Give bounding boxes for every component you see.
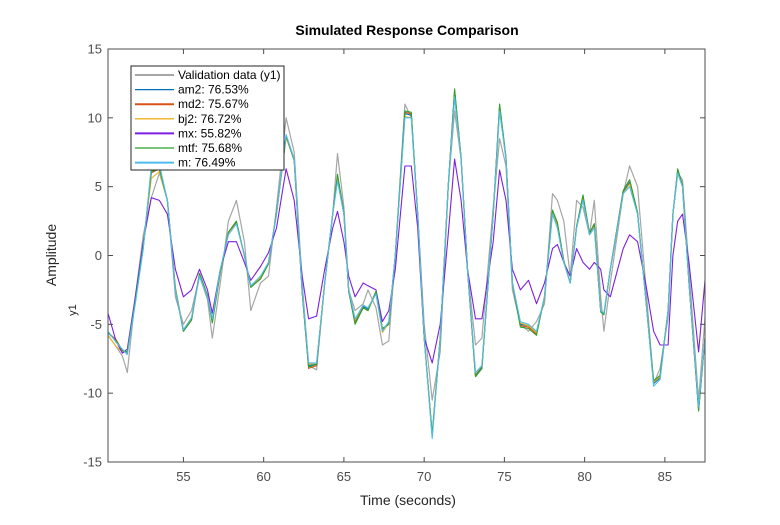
legend-item[interactable]: bj2: 76.72% <box>135 112 242 126</box>
x-tick-label: 60 <box>256 469 270 484</box>
series-layer <box>108 88 705 440</box>
legend-label: md2: 75.67% <box>178 97 249 111</box>
y-tick-label: 10 <box>88 110 102 125</box>
chart-title: Simulated Response Comparison <box>295 22 518 38</box>
x-axis-label: Time (seconds) <box>360 492 456 508</box>
legend-label: Validation data (y1) <box>178 68 281 82</box>
legend-label: am2: 76.53% <box>178 83 249 97</box>
legend-item[interactable]: am2: 76.53% <box>135 83 249 97</box>
ticks-layer: 55 60 65 70 75 80 85 -15 -10 -5 0 5 10 15 <box>83 42 705 484</box>
x-tick-label: 65 <box>337 469 351 484</box>
legend[interactable]: Validation data (y1)am2: 76.53%md2: 75.6… <box>130 65 285 171</box>
series-line-6 <box>108 96 705 440</box>
x-tick-label: 70 <box>417 469 431 484</box>
x-tick-label: 55 <box>176 469 190 484</box>
legend-item[interactable]: m: 76.49% <box>135 156 236 170</box>
legend-label: mtf: 75.68% <box>178 141 242 155</box>
y-tick-label: 5 <box>95 179 102 194</box>
legend-box <box>130 65 285 171</box>
y-tick-label: -5 <box>90 317 102 332</box>
series-line-4 <box>108 158 705 364</box>
y-axis-label: Amplitude <box>43 224 59 286</box>
legend-item[interactable]: mtf: 75.68% <box>135 141 242 155</box>
y-tick-label: 15 <box>88 42 102 57</box>
y-tick-label: -10 <box>83 386 102 401</box>
y-tick-label: -15 <box>83 455 102 470</box>
legend-label: mx: 55.82% <box>178 126 242 140</box>
legend-label: m: 76.49% <box>178 156 236 170</box>
legend-item[interactable]: Validation data (y1) <box>135 68 281 82</box>
x-tick-label: 80 <box>577 469 591 484</box>
y-tick-label: 0 <box>95 248 102 263</box>
channel-label: y1 <box>67 304 79 316</box>
legend-item[interactable]: md2: 75.67% <box>135 97 249 111</box>
x-tick-label: 85 <box>658 469 672 484</box>
legend-label: bj2: 76.72% <box>178 112 242 126</box>
legend-item[interactable]: mx: 55.82% <box>135 126 242 140</box>
x-tick-label: 75 <box>497 469 511 484</box>
